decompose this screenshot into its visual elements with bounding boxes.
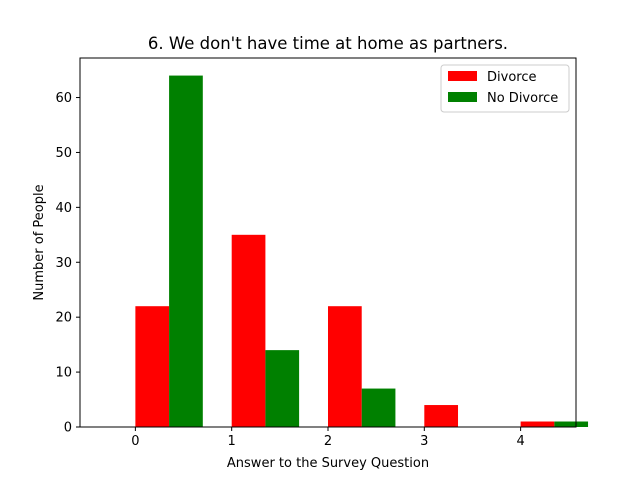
bar-no-divorce-1 bbox=[265, 350, 300, 428]
y-tick-label: 50 bbox=[55, 146, 72, 161]
legend-label-divorce: Divorce bbox=[487, 70, 536, 85]
y-axis-ticks: 0 10 20 30 40 50 60 bbox=[55, 91, 80, 436]
legend: Divorce No Divorce bbox=[440, 64, 570, 113]
bar-divorce-3 bbox=[424, 405, 459, 427]
legend-swatch-no-divorce bbox=[448, 92, 477, 102]
legend-swatch-divorce bbox=[448, 71, 477, 81]
bar-divorce-1 bbox=[231, 234, 266, 427]
bar-divorce-0 bbox=[135, 306, 170, 427]
y-tick-label: 30 bbox=[55, 256, 72, 271]
x-tick-label: 4 bbox=[516, 434, 524, 449]
x-tick-label: 3 bbox=[420, 434, 428, 449]
x-axis-label: Answer to the Survey Question bbox=[227, 456, 429, 471]
x-tick-label: 0 bbox=[131, 434, 139, 449]
x-tick-label: 2 bbox=[324, 434, 332, 449]
y-axis-label: Number of People bbox=[32, 184, 47, 300]
y-tick-label: 0 bbox=[64, 421, 72, 436]
bar-divorce-2 bbox=[328, 306, 362, 427]
bars bbox=[135, 75, 589, 428]
bar-no-divorce-4 bbox=[554, 421, 589, 427]
chart-title: 6. We don't have time at home as partner… bbox=[148, 34, 508, 53]
y-tick-label: 60 bbox=[55, 91, 72, 106]
bar-no-divorce-0 bbox=[169, 75, 203, 427]
bar-no-divorce-2 bbox=[361, 388, 396, 427]
y-tick-label: 10 bbox=[55, 366, 72, 381]
y-tick-label: 40 bbox=[55, 201, 72, 216]
x-axis-ticks: 0 1 2 3 4 bbox=[131, 427, 525, 449]
x-tick-label: 1 bbox=[228, 434, 236, 449]
legend-label-no-divorce: No Divorce bbox=[487, 91, 558, 106]
y-tick-label: 20 bbox=[55, 311, 72, 326]
bar-divorce-4 bbox=[520, 421, 555, 427]
